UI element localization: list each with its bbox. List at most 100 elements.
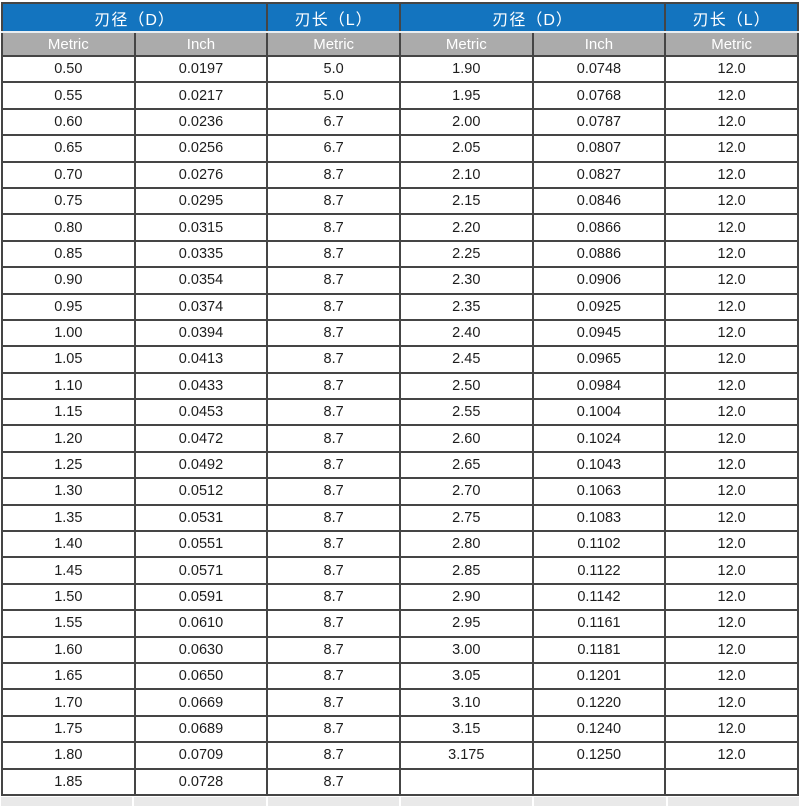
table-cell: 12.0 (664, 292, 799, 321)
table-cell: 0.0984 (531, 371, 667, 401)
table-cell: 0.0945 (531, 318, 667, 348)
table-cell: 1.85 (1, 767, 136, 797)
table-cell: 1.40 (1, 530, 136, 559)
table-cell: 12.0 (664, 714, 799, 744)
table-cell: 0.0906 (531, 266, 667, 295)
table-cell: 0.1220 (531, 688, 667, 717)
table-cell: 2.20 (398, 213, 534, 242)
table-cell: 2.05 (398, 134, 534, 163)
table-cell: 8.7 (266, 530, 401, 559)
table-cell: 0.0610 (133, 609, 269, 638)
table-cell: 3.175 (398, 741, 534, 770)
table-cell: 0.0492 (133, 450, 269, 480)
table-cell: 0.0768 (531, 81, 667, 110)
table-cell: 12.0 (664, 81, 799, 110)
table-cell: 12.0 (664, 635, 799, 664)
table-cell: 0.85 (1, 239, 136, 269)
table-cell: 0.1122 (531, 556, 667, 585)
table-cell: 8.7 (266, 292, 401, 321)
table-cell (398, 767, 534, 797)
table-cell: 8.7 (266, 345, 401, 374)
table-cell: 2.70 (398, 477, 534, 506)
table-cell: 0.1181 (531, 635, 667, 664)
table-cell: 0.0394 (133, 318, 269, 348)
unit-header-row: Metric Inch Metric Metric Inch Metric (1, 31, 799, 57)
table-cell: 8.7 (266, 503, 401, 533)
table-cell: 8.7 (266, 661, 401, 691)
table-cell: 0.95 (1, 292, 136, 321)
cutoff-cell (534, 797, 668, 806)
table-cell: 0.90 (1, 266, 136, 295)
table-cell: 12.0 (664, 530, 799, 559)
table-cell: 1.80 (1, 741, 136, 770)
table-cell: 12.0 (664, 503, 799, 533)
table-cell: 1.75 (1, 714, 136, 744)
table-cell: 0.0256 (133, 134, 269, 163)
table-body: 0.50 0.0197 5.0 1.90 0.0748 12.0 0.55 0.0217 5.0… (1, 54, 799, 797)
table-cell: 12.0 (664, 54, 799, 84)
table-cell: 5.0 (266, 54, 401, 84)
table-cell: 0.0866 (531, 213, 667, 242)
table-cell: 0.60 (1, 107, 136, 137)
table-cell: 0.50 (1, 54, 136, 84)
table-row: 0.65 0.0256 6.7 2.05 0.0807 12.0 (1, 134, 799, 163)
table-cell: 0.0886 (531, 239, 667, 269)
table-row: 1.10 0.0433 8.7 2.50 0.0984 12.0 (1, 371, 799, 401)
table-cell: 0.1201 (531, 661, 667, 691)
table-cell: 12.0 (664, 213, 799, 242)
table-cell: 2.25 (398, 239, 534, 269)
table-cell: 0.0236 (133, 107, 269, 137)
table-cell: 0.0433 (133, 371, 269, 401)
table-cell: 12.0 (664, 186, 799, 216)
table-cell: 8.7 (266, 556, 401, 585)
table-cell: 2.40 (398, 318, 534, 348)
table-cell: 2.85 (398, 556, 534, 585)
table-cell: 12.0 (664, 345, 799, 374)
table-cell: 0.0728 (133, 767, 269, 797)
table-cell: 3.15 (398, 714, 534, 744)
table-row: 0.85 0.0335 8.7 2.25 0.0886 12.0 (1, 239, 799, 269)
table-cell: 2.65 (398, 450, 534, 480)
length-group-header-left: 刃长（L） (266, 2, 401, 33)
table-cell: 1.55 (1, 609, 136, 638)
table-cell: 0.80 (1, 213, 136, 242)
table-cell: 0.0965 (531, 345, 667, 374)
table-cell: 0.0827 (531, 160, 667, 189)
table-cell: 1.25 (1, 450, 136, 480)
diameter-group-header-right: 刃径（D） (398, 2, 667, 33)
table-cell: 1.05 (1, 345, 136, 374)
table-cell: 12.0 (664, 450, 799, 480)
table-cell: 0.0846 (531, 186, 667, 216)
table-cell: 2.35 (398, 292, 534, 321)
table-cell: 12.0 (664, 266, 799, 295)
table-cell: 2.60 (398, 424, 534, 453)
table-cell: 3.10 (398, 688, 534, 717)
table-cell: 0.0512 (133, 477, 269, 506)
table-row: 0.50 0.0197 5.0 1.90 0.0748 12.0 (1, 54, 799, 84)
table-cell: 12.0 (664, 398, 799, 427)
table-cell: 0.0472 (133, 424, 269, 453)
table-cell: 8.7 (266, 767, 401, 797)
table-cell: 12.0 (664, 582, 799, 612)
table-cell: 0.0787 (531, 107, 667, 137)
table-cell: 8.7 (266, 160, 401, 189)
inch-header-right: Inch (531, 31, 667, 57)
table-row: 1.00 0.0394 8.7 2.40 0.0945 12.0 (1, 318, 799, 348)
table-row: 1.75 0.0689 8.7 3.15 0.1240 12.0 (1, 714, 799, 744)
table-row: 1.25 0.0492 8.7 2.65 0.1043 12.0 (1, 450, 799, 480)
table-cell: 8.7 (266, 213, 401, 242)
table-row: 1.85 0.0728 8.7 (1, 767, 799, 797)
table-row: 0.95 0.0374 8.7 2.35 0.0925 12.0 (1, 292, 799, 321)
group-header-row: 刃径（D） 刃长（L） 刃径（D） 刃长（L） (0, 2, 799, 33)
table-cell: 0.75 (1, 186, 136, 216)
table-cell: 0.0335 (133, 239, 269, 269)
table-cell: 8.7 (266, 424, 401, 453)
cutoff-row-strip (1, 797, 799, 806)
table-cell: 1.70 (1, 688, 136, 717)
table-cell: 8.7 (266, 398, 401, 427)
table-cell: 0.1142 (531, 582, 667, 612)
table-cell: 0.0453 (133, 398, 269, 427)
table-cell: 1.60 (1, 635, 136, 664)
cutoff-cell (400, 797, 535, 806)
table-cell: 0.70 (1, 160, 136, 189)
